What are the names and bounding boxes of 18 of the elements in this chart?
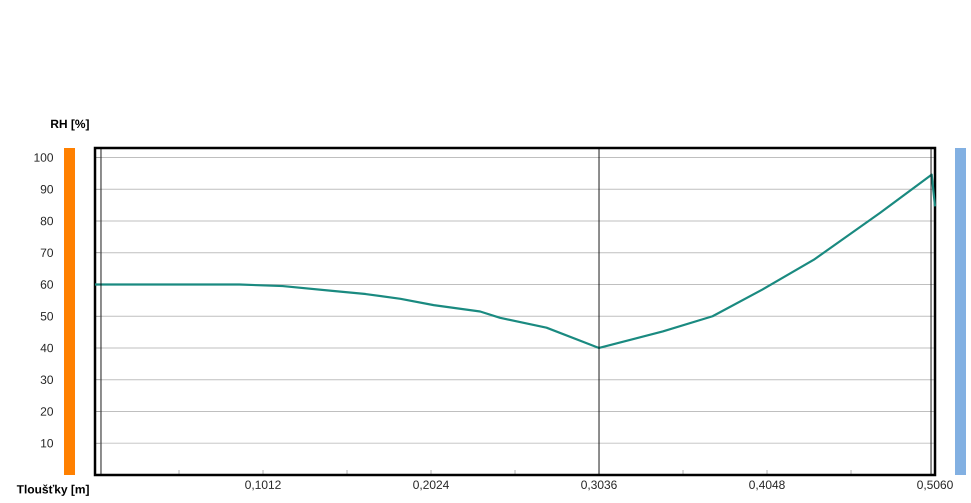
y-tick-label: 70 <box>40 248 54 257</box>
x-axis-title: Tloušťky [m] <box>16 484 89 496</box>
x-tick-label: 0,1012 <box>245 480 281 490</box>
x-tick-label: 0,4048 <box>749 480 785 490</box>
y-tick-label: 10 <box>41 439 54 448</box>
line-series <box>94 174 936 350</box>
y-tick-label: 90 <box>40 185 54 194</box>
y-tick-label: 20 <box>40 407 54 416</box>
y-tick-label: 100 <box>34 153 54 162</box>
x-tick-label: 0,5060 <box>917 480 953 490</box>
y-axis-title: RH [%] <box>51 119 89 130</box>
x-tick-label: 0,3036 <box>581 480 617 490</box>
y-tick-label: 40 <box>40 344 54 352</box>
x-tick-label: 0,2024 <box>413 480 449 490</box>
y-tick-label: 30 <box>40 376 54 384</box>
y-tick-label: 50 <box>40 312 54 320</box>
y-tick-label: 60 <box>40 280 54 289</box>
y-tick-label: 80 <box>40 216 54 226</box>
